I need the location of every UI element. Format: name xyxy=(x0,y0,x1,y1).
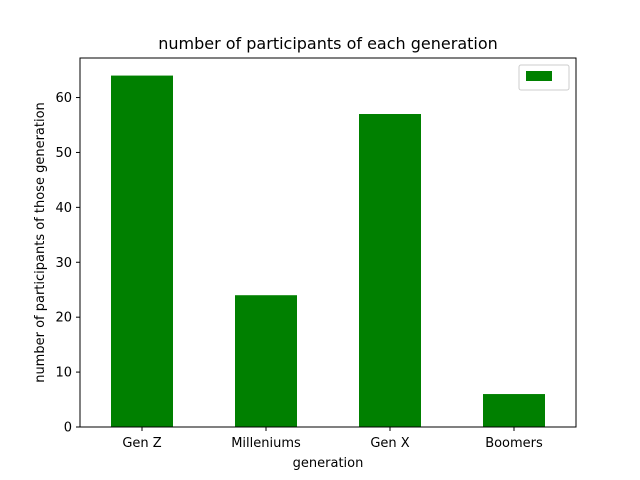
legend xyxy=(518,64,570,91)
y-tick-label: 10 xyxy=(55,366,72,381)
y-axis-ticks: 0 10 20 30 40 50 60 xyxy=(55,91,80,436)
bar-gen-x xyxy=(359,114,421,428)
x-axis-ticks: Gen Z Milleniums Gen X Boomers xyxy=(122,427,543,451)
y-tick-label: 40 xyxy=(55,201,72,216)
bar-gen-z xyxy=(111,75,173,428)
y-tick-label: 50 xyxy=(55,146,72,161)
x-tick-label: Milleniums xyxy=(231,436,301,451)
x-tick-label: Boomers xyxy=(485,436,543,451)
legend-swatch xyxy=(526,71,552,81)
bar-milleniums xyxy=(235,295,297,427)
y-tick-label: 20 xyxy=(55,311,72,326)
y-axis-label: number of participants of those generati… xyxy=(33,102,48,383)
x-tick-label: Gen Z xyxy=(122,436,161,451)
axes-frame xyxy=(79,57,577,428)
x-tick-label: Gen X xyxy=(370,436,409,451)
bars-group xyxy=(111,75,545,428)
x-axis-label: generation xyxy=(293,456,364,471)
chart-title: number of participants of each generatio… xyxy=(158,34,498,53)
y-tick-label: 60 xyxy=(55,91,72,106)
y-tick-label: 30 xyxy=(55,256,72,271)
bar-boomers xyxy=(483,394,545,427)
y-tick-label: 0 xyxy=(64,421,72,436)
